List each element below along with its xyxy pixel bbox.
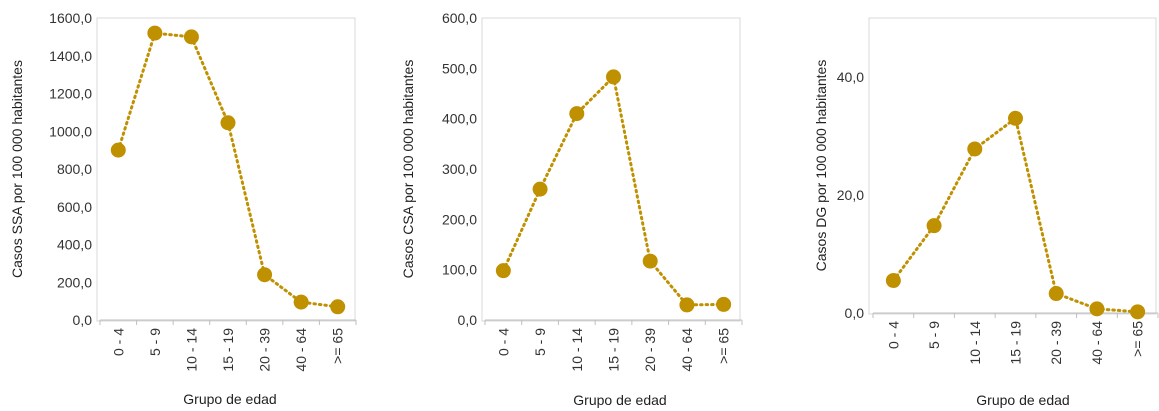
y-tick-label: 0,0 xyxy=(458,312,478,328)
y-tick-label: 300,0 xyxy=(442,161,477,177)
x-tick-label: 15 - 19 xyxy=(1008,321,1024,365)
x-tick-label: 15 - 19 xyxy=(606,328,622,372)
y-axis-title: Casos SSA por 100 000 habitantes xyxy=(9,60,25,278)
x-axis-title: Grupo de edad xyxy=(183,391,276,407)
x-tick-label: 20 - 39 xyxy=(1048,321,1064,365)
data-point xyxy=(967,141,983,157)
data-point xyxy=(183,29,199,45)
x-tick-label: 40 - 64 xyxy=(293,328,309,372)
data-point xyxy=(220,115,236,131)
y-tick-label: 0,0 xyxy=(845,305,865,321)
y-tick-label: 800,0 xyxy=(57,161,92,177)
x-axis-title: Grupo de edad xyxy=(573,392,666,408)
chart-3: 0,0 20,0 40,0 0 - 4 5 - 9 10 - 14 15 - 19 20 - … xyxy=(813,17,1159,408)
y-tick-label: 20,0 xyxy=(837,187,864,203)
plot-area xyxy=(481,17,741,322)
data-point xyxy=(330,299,346,315)
y-tick-label: 1400,0 xyxy=(49,48,92,64)
data-point xyxy=(885,273,901,289)
y-tick-label: 100,0 xyxy=(442,262,477,278)
x-tick-label: 5 - 9 xyxy=(532,328,548,356)
plot-area xyxy=(96,17,356,322)
y-tick-label: 600,0 xyxy=(57,199,92,215)
x-tick-label: 10 - 14 xyxy=(183,328,199,372)
chart-2: 0,0 100,0 200,0 300,0 400,0 500,0 600,0 0 - 4 5 … xyxy=(400,10,743,408)
chart-1: 0,0 200,0 400,0 600,0 800,0 1000,0 1200,0 1400,… xyxy=(9,10,357,407)
x-tick-label: 5 - 9 xyxy=(147,328,163,356)
x-tick-label: 10 - 14 xyxy=(967,321,983,365)
data-point xyxy=(569,106,585,122)
x-tick-label: >= 65 xyxy=(1130,321,1146,357)
x-tick-label: 0 - 4 xyxy=(495,328,511,356)
x-tick-label: 40 - 64 xyxy=(1089,321,1105,365)
series-line xyxy=(891,115,1140,314)
data-point xyxy=(110,142,126,158)
data-point xyxy=(257,267,273,283)
x-tick-label: 0 - 4 xyxy=(110,328,126,356)
data-point xyxy=(716,296,732,312)
y-axis-title: Casos DG por 100 000 habitantes xyxy=(813,60,829,272)
y-tick-label: 600,0 xyxy=(442,10,477,26)
data-point xyxy=(1048,286,1064,302)
y-tick-label: 200,0 xyxy=(442,211,477,227)
data-point xyxy=(606,69,621,85)
data-point xyxy=(1089,301,1105,317)
x-tick-label: >= 65 xyxy=(330,328,346,364)
y-tick-label: 200,0 xyxy=(57,274,92,290)
data-point xyxy=(1008,110,1023,126)
data-point xyxy=(642,253,658,269)
data-point xyxy=(293,294,309,310)
y-tick-label: 400,0 xyxy=(57,237,92,253)
x-tick-label: 20 - 39 xyxy=(257,328,273,372)
x-axis-title: Grupo de edad xyxy=(976,392,1069,408)
x-tick-label: 15 - 19 xyxy=(220,328,236,372)
y-tick-label: 1200,0 xyxy=(49,86,92,102)
data-point xyxy=(926,218,942,234)
y-tick-label: 0,0 xyxy=(73,312,93,328)
y-tick-label: 40,0 xyxy=(837,69,864,85)
data-point xyxy=(679,297,695,313)
x-tick-label: 20 - 39 xyxy=(642,328,658,372)
y-tick-label: 1600,0 xyxy=(49,10,92,26)
y-tick-label: 500,0 xyxy=(442,60,477,76)
data-point xyxy=(532,181,548,197)
x-tick-label: 10 - 14 xyxy=(569,328,585,372)
x-tick-label: 0 - 4 xyxy=(885,321,901,349)
x-tick-label: 5 - 9 xyxy=(926,321,942,349)
x-tick-label: >= 65 xyxy=(716,328,732,364)
x-tick-label: 40 - 64 xyxy=(679,328,695,372)
y-axis-title: Casos CSA por 100 000 habitantes xyxy=(400,60,416,279)
data-point xyxy=(1130,304,1146,320)
y-tick-label: 400,0 xyxy=(442,111,477,127)
plot-area xyxy=(868,17,1157,315)
y-tick-label: 1000,0 xyxy=(49,123,92,139)
data-point xyxy=(495,263,511,279)
data-point xyxy=(147,25,163,41)
series-line xyxy=(116,31,340,309)
